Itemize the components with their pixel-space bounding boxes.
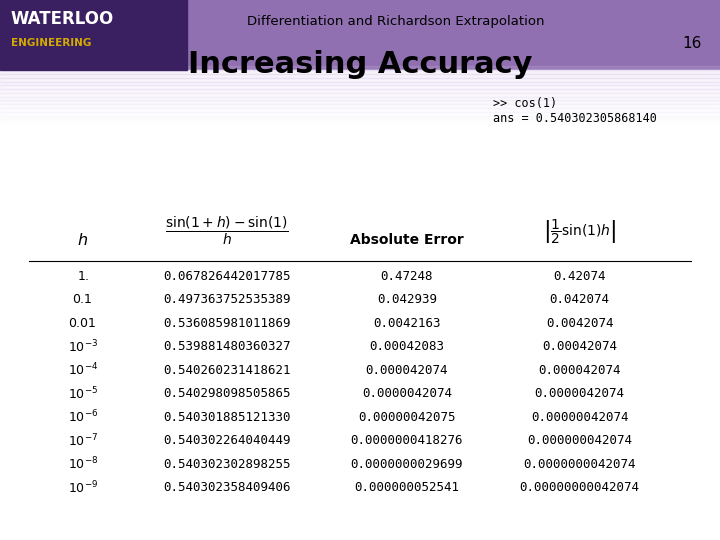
Text: 0.540260231418621: 0.540260231418621: [163, 364, 291, 377]
Text: Increasing Accuracy: Increasing Accuracy: [188, 50, 532, 79]
Text: 0.540298098505865: 0.540298098505865: [163, 387, 291, 401]
Text: 0.00042074: 0.00042074: [542, 340, 617, 354]
Text: 0.067826442017785: 0.067826442017785: [163, 270, 291, 283]
Text: 0.0042074: 0.0042074: [546, 317, 613, 330]
Text: 0.539881480360327: 0.539881480360327: [163, 340, 291, 354]
Text: 0.000000052541: 0.000000052541: [354, 481, 459, 495]
Text: $10^{-6}$: $10^{-6}$: [68, 409, 98, 426]
Text: 0.540301885121330: 0.540301885121330: [163, 411, 291, 424]
Text: ENGINEERING: ENGINEERING: [11, 38, 91, 48]
Text: Differentiation and Richardson Extrapolation: Differentiation and Richardson Extrapola…: [247, 15, 545, 28]
Text: WATERLOO: WATERLOO: [11, 10, 114, 28]
Text: 0.000042074: 0.000042074: [539, 364, 621, 377]
Text: $h$: $h$: [77, 232, 89, 249]
Text: 0.540302302898255: 0.540302302898255: [163, 458, 291, 471]
Text: $10^{-7}$: $10^{-7}$: [68, 433, 98, 449]
Text: 0.00000042074: 0.00000042074: [531, 411, 629, 424]
Text: 0.00000042075: 0.00000042075: [358, 411, 456, 424]
Text: 0.000042074: 0.000042074: [366, 364, 448, 377]
Text: 0.540302264040449: 0.540302264040449: [163, 434, 291, 448]
Text: 0.0000000042074: 0.0000000042074: [523, 458, 636, 471]
Text: $0.1$: $0.1$: [73, 293, 93, 307]
Text: $10^{-9}$: $10^{-9}$: [68, 480, 98, 496]
Text: >> cos(1): >> cos(1): [493, 97, 557, 110]
Text: $10^{-4}$: $10^{-4}$: [68, 362, 98, 379]
Text: 0.497363752535389: 0.497363752535389: [163, 293, 291, 307]
Text: 0.00042083: 0.00042083: [369, 340, 444, 354]
Text: $1.$: $1.$: [76, 270, 89, 283]
Text: $0.01$: $0.01$: [68, 317, 97, 330]
Text: 0.42074: 0.42074: [554, 270, 606, 283]
Text: 0.000000042074: 0.000000042074: [527, 434, 632, 448]
Text: $\dfrac{\sin(1+h)-\sin(1)}{h}$: $\dfrac{\sin(1+h)-\sin(1)}{h}$: [165, 214, 289, 247]
Text: $10^{-8}$: $10^{-8}$: [68, 456, 98, 472]
Text: 0.0000000029699: 0.0000000029699: [351, 458, 463, 471]
Text: 0.042939: 0.042939: [377, 293, 437, 307]
Text: 0.0000042074: 0.0000042074: [361, 387, 452, 401]
Text: 0.0042163: 0.0042163: [373, 317, 441, 330]
Text: Absolute Error: Absolute Error: [350, 233, 464, 247]
Text: 0.042074: 0.042074: [549, 293, 610, 307]
Text: 0.0000000418276: 0.0000000418276: [351, 434, 463, 448]
Text: ans = 0.540302305868140: ans = 0.540302305868140: [493, 112, 657, 125]
Text: 0.536085981011869: 0.536085981011869: [163, 317, 291, 330]
Text: 0.00000000042074: 0.00000000042074: [520, 481, 639, 495]
Text: $10^{-5}$: $10^{-5}$: [68, 386, 98, 402]
Text: $\left|\dfrac{1}{2}\sin(1)h\right|$: $\left|\dfrac{1}{2}\sin(1)h\right|$: [543, 218, 616, 246]
Text: 0.47248: 0.47248: [381, 270, 433, 283]
Text: 16: 16: [683, 36, 702, 51]
Text: 0.0000042074: 0.0000042074: [534, 387, 625, 401]
Text: 0.540302358409406: 0.540302358409406: [163, 481, 291, 495]
Text: $10^{-3}$: $10^{-3}$: [68, 339, 98, 355]
